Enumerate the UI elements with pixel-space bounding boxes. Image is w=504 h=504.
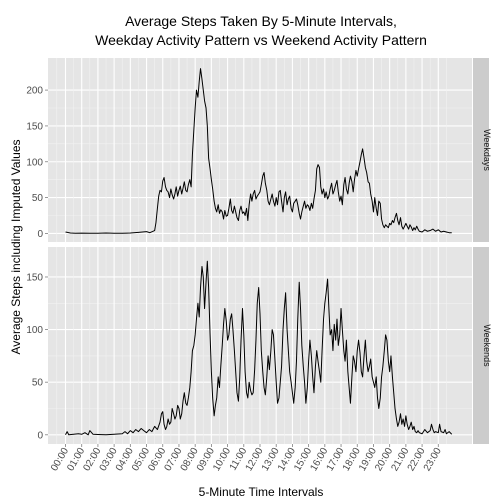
- y-tick-label: 0: [37, 229, 43, 240]
- y-tick-label: 0: [37, 430, 43, 441]
- facet-strip: [473, 58, 489, 242]
- y-tick-label: 150: [26, 121, 43, 132]
- chart-title: Average Steps Taken By 5-Minute Interval…: [125, 13, 397, 29]
- facet-strip-label: Weekdays: [482, 129, 492, 171]
- x-axis-title: 5-Minute Time Intervals: [199, 485, 324, 499]
- y-tick-label: 200: [26, 86, 43, 97]
- y-tick-label: 150: [26, 272, 43, 283]
- y-tick-label: 50: [32, 193, 44, 204]
- y-tick-label: 100: [26, 325, 43, 336]
- x-tick-label: 23:00: [422, 446, 444, 474]
- y-tick-label: 100: [26, 157, 43, 168]
- facet-strip: [473, 247, 489, 444]
- facet-panels: 0 50 100 150 200 Weekdays 0 50 100 150 Weekends: [26, 58, 492, 444]
- facet-weekdays: 0 50 100 150 200 Weekdays: [26, 58, 492, 242]
- series-line-weekdays: [65, 68, 452, 234]
- y-axis-title: Average Steps including Imputed Values: [9, 139, 23, 354]
- y-tick-label: 50: [32, 378, 44, 389]
- series-line-weekends: [65, 260, 453, 436]
- x-axis: 00:0001:0002:0003:0004:0005:0006:0007:00…: [49, 444, 444, 473]
- chart-subtitle: Weekday Activity Pattern vs Weekend Acti…: [95, 32, 427, 48]
- facet-strip-label: Weekends: [482, 324, 492, 367]
- facet-weekends: 0 50 100 150 Weekends: [26, 247, 492, 444]
